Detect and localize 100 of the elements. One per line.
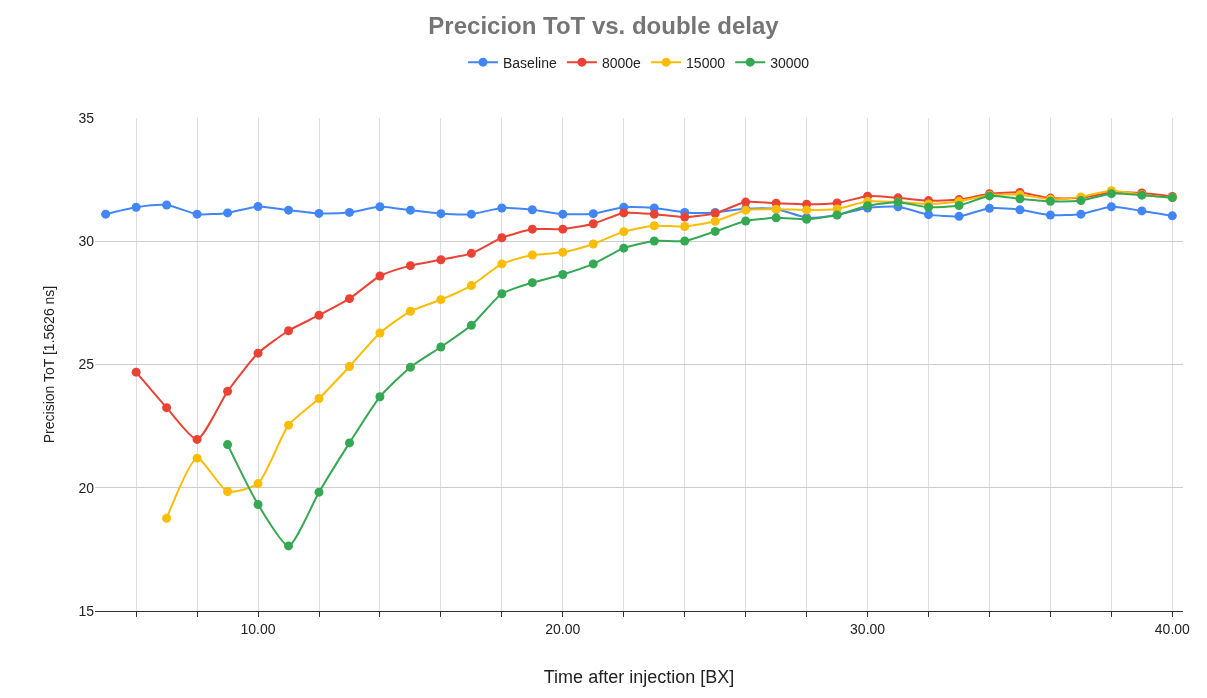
point (741, 197, 751, 207)
point (527, 205, 537, 215)
point (375, 392, 385, 402)
point (1015, 205, 1025, 215)
point (192, 453, 202, 463)
x-axis-title: Time after injection [BX] (543, 666, 735, 687)
point (314, 310, 324, 320)
point (619, 243, 629, 253)
point (436, 255, 446, 265)
point (344, 294, 354, 304)
point (1045, 210, 1055, 220)
point (466, 281, 476, 291)
point (162, 200, 172, 210)
point (1076, 209, 1086, 219)
point (223, 440, 233, 450)
point (710, 216, 720, 226)
point (131, 367, 141, 377)
point (1015, 194, 1025, 204)
point (588, 209, 598, 219)
point (162, 403, 172, 413)
point (527, 250, 537, 260)
point (344, 207, 354, 217)
point (284, 541, 294, 551)
legend-label: 15000 (686, 54, 726, 71)
point (253, 500, 263, 510)
point (771, 213, 781, 223)
point (436, 209, 446, 219)
y-axis-title: Precision ToT [1.5626 ns] (41, 285, 58, 444)
point (466, 209, 476, 219)
point (314, 487, 324, 497)
point (192, 434, 202, 444)
point (253, 201, 263, 211)
point (588, 259, 598, 269)
point (344, 438, 354, 448)
point (375, 202, 385, 212)
x-tick-label: 40.00 (1154, 620, 1191, 637)
point (558, 270, 568, 280)
point (802, 205, 812, 215)
point (405, 205, 415, 215)
point (497, 203, 507, 213)
point (253, 348, 263, 358)
point (954, 211, 964, 221)
y-tick-label: 15 (78, 602, 95, 619)
point (314, 394, 324, 404)
point (223, 386, 233, 396)
point (284, 420, 294, 430)
chart-title: Precicion ToT vs. double delay (428, 12, 780, 40)
y-tick-label: 30 (78, 233, 95, 250)
legend-label: Baseline (503, 54, 557, 71)
point (680, 212, 690, 222)
point (588, 219, 598, 229)
point (710, 226, 720, 236)
legend-label: 8000e (601, 54, 642, 71)
point (436, 295, 446, 305)
y-tick-label: 35 (78, 109, 95, 126)
point (436, 342, 446, 352)
point (558, 224, 568, 234)
point (223, 486, 233, 496)
point (192, 209, 202, 219)
legend-label: 30000 (770, 54, 810, 71)
point (466, 320, 476, 330)
point (131, 202, 141, 212)
point (497, 259, 507, 269)
point (375, 271, 385, 281)
point (527, 224, 537, 234)
point (344, 361, 354, 371)
point (405, 362, 415, 372)
point (649, 209, 659, 219)
point (680, 236, 690, 246)
point (497, 233, 507, 243)
point (1137, 206, 1147, 216)
x-tick-label: 10.00 (240, 620, 276, 637)
point (314, 208, 324, 218)
point (527, 278, 537, 288)
point (497, 289, 507, 299)
point (405, 306, 415, 316)
point (101, 209, 111, 219)
point (162, 513, 172, 523)
point (1167, 211, 1177, 221)
point (649, 221, 659, 231)
point (588, 239, 598, 249)
point (558, 209, 568, 219)
point (680, 221, 690, 231)
point (924, 210, 934, 220)
point (741, 216, 751, 226)
point (1106, 202, 1116, 212)
point (649, 236, 659, 246)
point (223, 208, 233, 218)
point (984, 203, 994, 213)
x-tick-label: 20.00 (545, 620, 581, 637)
y-tick-label: 25 (78, 356, 95, 373)
point (954, 201, 964, 211)
point (619, 208, 629, 218)
point (619, 227, 629, 237)
point (405, 261, 415, 271)
point (284, 205, 294, 215)
point (558, 247, 568, 257)
point (284, 326, 294, 336)
x-tick-label: 30.00 (850, 620, 886, 637)
point (375, 328, 385, 338)
